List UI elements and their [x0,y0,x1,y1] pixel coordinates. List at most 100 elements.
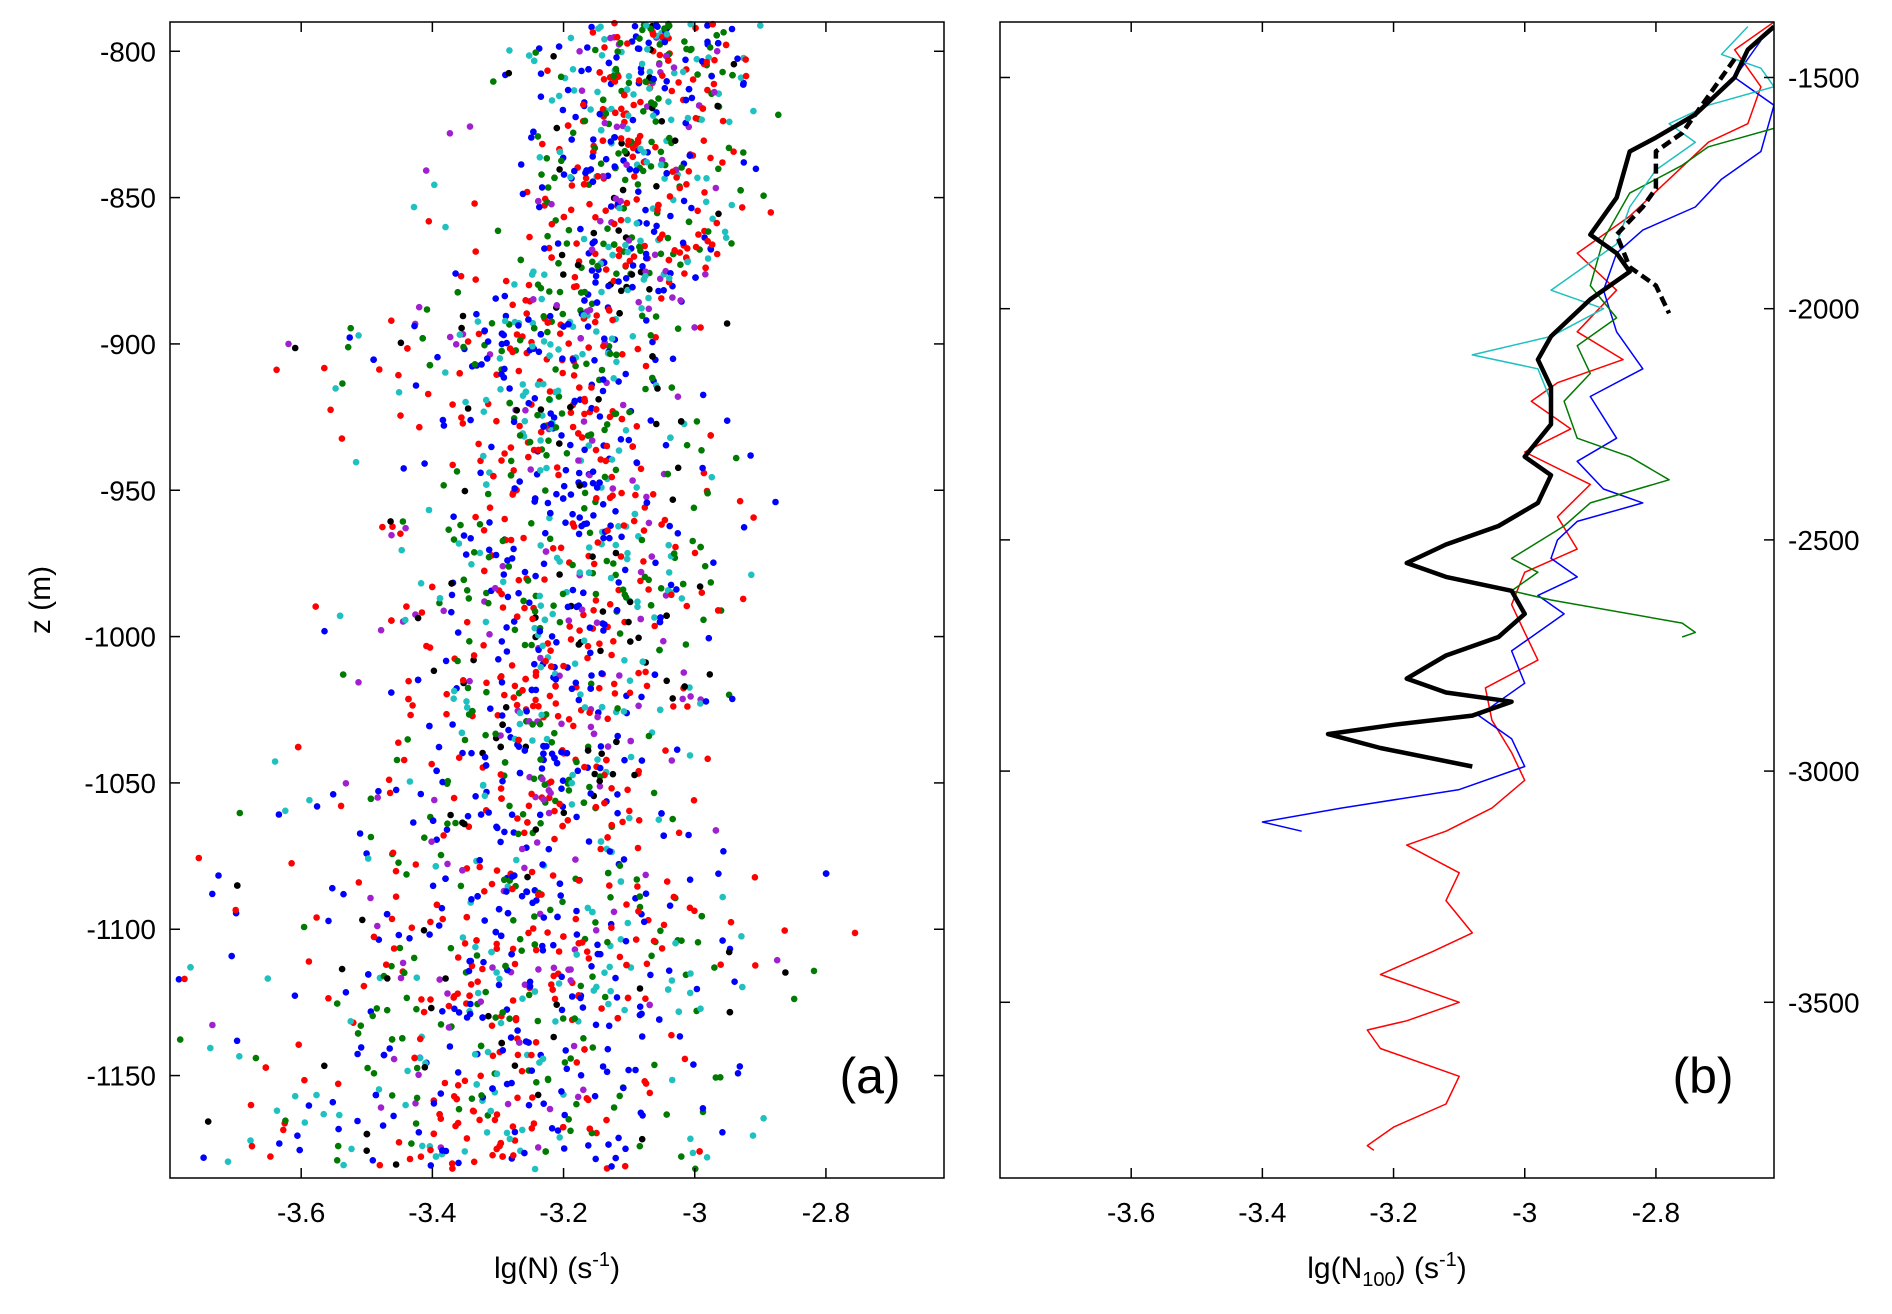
scatter-point-red [691,549,699,557]
scatter-point-green [645,732,653,740]
scatter-point-red [692,114,700,122]
scatter-point-blue [510,418,518,426]
scatter-point-blue [620,856,628,863]
scatter-point-red [632,936,640,943]
scatter-point-green [537,820,544,827]
scatter-point-green [469,707,476,715]
scatter-point-blue [511,1128,519,1136]
scatter-point-red [555,948,563,955]
scatter-point-red [470,652,478,659]
scatter-point-red [700,469,708,477]
scatter-point-green [370,1070,378,1077]
scatter-point-blue [643,220,650,227]
scatter-point-blue [652,22,660,29]
scatter-point-cyan [511,281,518,288]
scatter-point-red [491,1116,499,1124]
scatter-point-blue [604,172,612,180]
scatter-point-red [652,143,659,151]
scatter-point-green [347,324,355,332]
scatter-point-red [427,1146,434,1154]
scatter-point-green [552,424,560,431]
scatter-point-blue [557,892,564,899]
scatter-point-cyan [471,1051,479,1058]
scatter-point-blue [515,322,522,329]
scatter-point-red [522,675,529,683]
scatter-point-magenta [612,195,620,202]
scatter-point-red [327,406,334,414]
scatter-point-blue [599,501,607,508]
scatter-point-red [247,1101,255,1109]
scatter-point-cyan [703,175,710,182]
scatter-point-black [677,418,685,425]
scatter-point-blue [673,586,680,593]
scatter-point-green [516,432,524,439]
scatter-point-green [534,411,541,419]
scatter-point-blue [495,905,503,913]
scatter-point-red [710,80,718,88]
scatter-point-red [611,19,618,27]
scatter-point-blue [548,633,556,640]
scatter-point-magenta [616,672,623,679]
scatter-point-red [719,159,726,166]
scatter-point-blue [504,593,512,601]
scatter-point-green [540,313,547,320]
scatter-point-black [671,137,679,144]
scatter-point-red [267,1153,274,1160]
scatter-point-green [577,982,585,990]
scatter-point-red [382,961,390,968]
scatter-point-cyan [340,1161,347,1169]
scatter-point-magenta [642,871,649,879]
scatter-point-green [530,324,538,332]
scatter-point-blue [686,876,694,883]
scatter-point-red [579,939,586,946]
scatter-point-green [617,39,624,47]
scatter-point-blue [642,890,650,897]
scatter-point-red [656,51,664,59]
scatter-point-blue [704,22,711,29]
scatter-point-magenta [645,519,653,527]
scatter-point-black [363,1147,371,1154]
scatter-point-green [468,1095,476,1102]
scatter-point-green [728,240,735,247]
scatter-point-cyan [633,484,640,491]
scatter-point-black [714,102,721,110]
scatter-point-blue [596,479,603,487]
scatter-point-blue [536,628,544,635]
scatter-point-green [642,385,649,393]
scatter-point-blue [633,459,640,466]
scatter-point-magenta [670,64,678,71]
scatter-point-green [445,526,453,533]
scatter-point-blue [611,163,618,170]
scatter-point-red [573,240,580,247]
scatter-point-red [459,677,467,684]
scatter-point-red [610,638,617,645]
scatter-point-red [635,817,643,824]
scatter-point-cyan [207,1044,214,1052]
scatter-point-red [742,72,750,80]
scatter-point-red [464,338,472,345]
scatter-point-cyan [503,1129,511,1137]
scatter-point-blue [476,857,484,864]
scatter-point-magenta [635,298,642,306]
scatter-point-red [623,199,631,207]
panel-b-x-label-sub: 100 [1362,1269,1395,1291]
scatter-point-blue [656,1016,663,1023]
scatter-point-cyan [539,1055,547,1063]
scatter-point-black [447,811,454,819]
scatter-point-blue [573,907,580,915]
scatter-point-green [657,927,664,935]
scatter-point-red [509,301,516,309]
scatter-point-red [604,834,611,841]
scatter-point-cyan [598,288,605,296]
scatter-point-green [599,96,607,104]
scatter-point-blue [614,732,621,740]
scatter-point-magenta [656,275,664,283]
scatter-point-blue [650,75,657,83]
scatter-point-blue [369,1157,377,1164]
scatter-point-black [560,809,568,817]
scatter-point-blue [598,670,605,677]
scatter-point-green [559,590,567,598]
scatter-point-red [481,567,488,575]
scatter-point-red [727,918,735,926]
scatter-point-red [493,417,500,425]
